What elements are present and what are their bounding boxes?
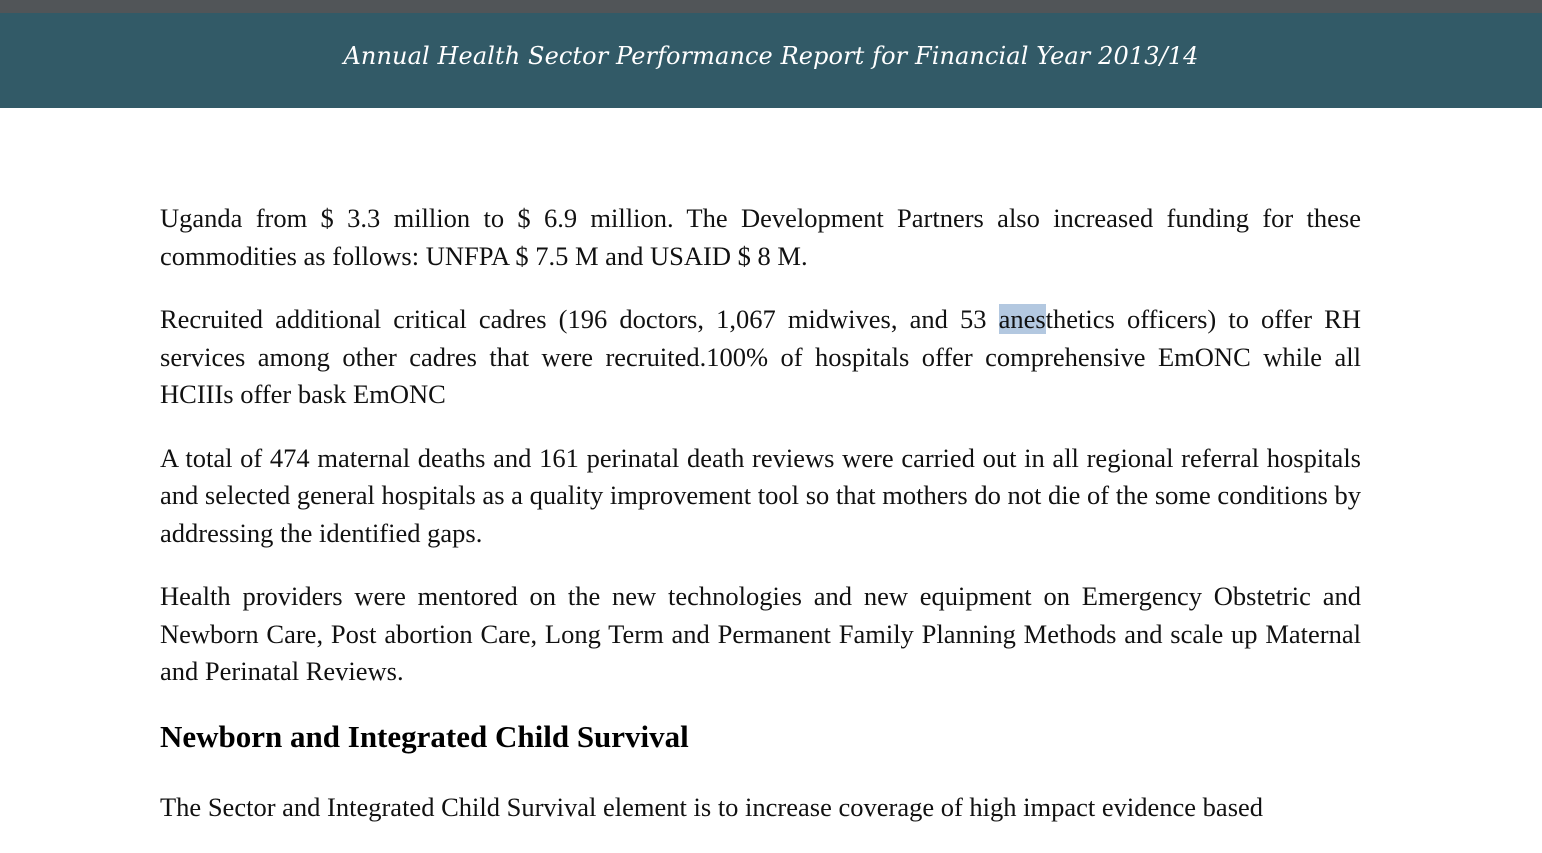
paragraph-recruitment-text-after: thetics officers) to offer RH services a… [160,304,1361,409]
selected-text[interactable]: anes [998,304,1046,334]
page-header-band: Annual Health Sector Performance Report … [0,13,1542,108]
paragraph-mentoring: Health providers were mentored on the ne… [160,581,1361,686]
section-heading-newborn: Newborn and Integrated Child Survival [160,718,689,754]
paragraph-child-survival-partial: The Sector and Integrated Child Survival… [160,791,1264,822]
paragraph-recruitment: Recruited additional critical cadres (19… [160,301,1361,414]
paragraph-funding: Uganda from $ 3.3 million to $ 6.9 milli… [160,203,1361,271]
paragraph-recruitment-text-before: Recruited additional critical cadres (19… [160,304,999,334]
paragraph-death-reviews: A total of 474 maternal deaths and 161 p… [160,442,1361,548]
report-title: Annual Health Sector Performance Report … [343,41,1199,70]
document-body: Uganda from $ 3.3 million to $ 6.9 milli… [160,200,1361,853]
window-top-strip [0,0,1542,13]
